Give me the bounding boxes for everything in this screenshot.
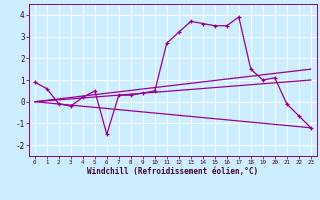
X-axis label: Windchill (Refroidissement éolien,°C): Windchill (Refroidissement éolien,°C) — [87, 167, 258, 176]
